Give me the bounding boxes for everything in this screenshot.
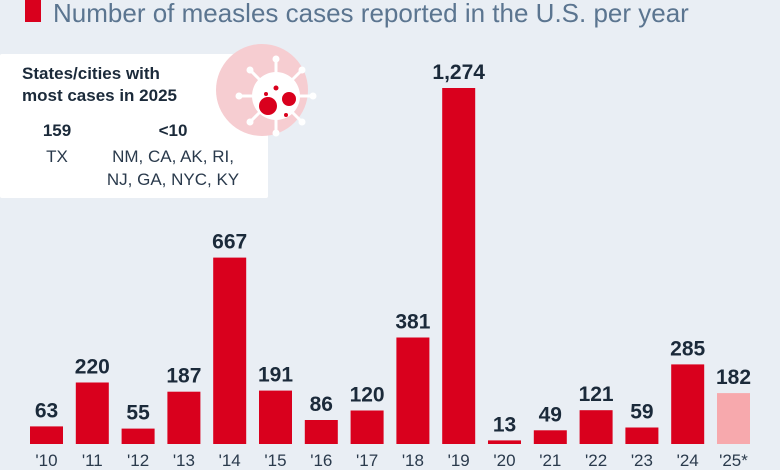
x-tick-label-9: '19 bbox=[448, 451, 470, 470]
x-tick-label-0: '10 bbox=[35, 451, 57, 470]
x-tick-label-14: '24 bbox=[677, 451, 699, 470]
value-label-1: 220 bbox=[75, 356, 110, 379]
value-label-8: 381 bbox=[395, 311, 430, 334]
x-tick-label-4: '14 bbox=[219, 451, 241, 470]
x-tick-label-11: '21 bbox=[539, 451, 561, 470]
info-box-col1-value: 159 bbox=[43, 121, 71, 140]
bar-4 bbox=[213, 257, 247, 444]
bar-7 bbox=[350, 410, 384, 444]
bar-8 bbox=[396, 337, 430, 444]
legend: Number of measles cases reported in the … bbox=[25, 0, 689, 28]
bar-14 bbox=[671, 364, 705, 444]
value-label-2: 55 bbox=[126, 402, 150, 425]
info-box-col1-label: TX bbox=[46, 147, 68, 166]
bars bbox=[30, 88, 750, 444]
value-label-5: 191 bbox=[258, 364, 293, 387]
bar-13 bbox=[625, 427, 659, 444]
x-tick-label-7: '17 bbox=[356, 451, 378, 470]
x-tick-label-15: '25* bbox=[719, 451, 748, 470]
bar-12 bbox=[579, 410, 613, 444]
info-box-col2-label-line2: NJ, GA, NYC, KY bbox=[107, 170, 239, 189]
value-label-13: 59 bbox=[630, 401, 653, 424]
x-tick-label-8: '18 bbox=[402, 451, 424, 470]
info-box-col2-label-line1: NM, CA, AK, RI, bbox=[112, 147, 234, 166]
x-tick-label-13: '23 bbox=[631, 451, 653, 470]
legend-label: Number of measles cases reported in the … bbox=[53, 0, 689, 28]
value-label-14: 285 bbox=[670, 337, 705, 360]
value-label-9: 1,274 bbox=[432, 61, 485, 84]
bar-6 bbox=[304, 420, 338, 444]
value-label-0: 63 bbox=[35, 399, 58, 422]
bar-15 bbox=[717, 393, 750, 444]
x-tick-label-1: '11 bbox=[82, 451, 103, 470]
value-label-10: 13 bbox=[493, 413, 516, 436]
bar-11 bbox=[533, 430, 567, 444]
info-box-title-line2: most cases in 2025 bbox=[22, 86, 177, 105]
bar-10 bbox=[488, 440, 521, 444]
info-box-col2-value: <10 bbox=[159, 121, 188, 140]
x-tick-label-10: '20 bbox=[493, 451, 515, 470]
x-axis-tick-labels: '10 '11 '12 '13 '14 '15 '16 '17 '18 '19 '20 '21 '22 '… bbox=[35, 451, 748, 470]
virus-icon bbox=[216, 44, 317, 137]
value-label-15: 182 bbox=[716, 366, 751, 389]
bar-3 bbox=[167, 391, 201, 444]
legend-swatch bbox=[25, 0, 41, 22]
x-tick-label-5: '15 bbox=[264, 451, 286, 470]
value-label-12: 121 bbox=[579, 383, 614, 406]
bar-9 bbox=[442, 88, 476, 444]
info-box-panel bbox=[0, 54, 268, 198]
info-box-title-line1: States/cities with bbox=[22, 64, 160, 83]
value-label-11: 49 bbox=[539, 403, 562, 426]
info-box: States/cities with most cases in 2025 15… bbox=[0, 54, 268, 198]
value-label-7: 120 bbox=[350, 384, 385, 407]
value-labels: 63 220 55 187 667 191 86 120 381 1,274 13 49 121 59 28… bbox=[35, 61, 751, 436]
bar-0 bbox=[30, 426, 63, 444]
bar-5 bbox=[259, 390, 292, 444]
value-label-6: 86 bbox=[310, 393, 333, 416]
x-tick-label-3: '13 bbox=[173, 451, 195, 470]
x-tick-label-2: '12 bbox=[127, 451, 149, 470]
value-label-3: 187 bbox=[166, 365, 201, 388]
bar-2 bbox=[121, 428, 155, 444]
value-label-4: 667 bbox=[212, 231, 247, 254]
bar-1 bbox=[75, 382, 109, 444]
x-tick-label-12: '22 bbox=[585, 451, 607, 470]
x-tick-label-6: '16 bbox=[310, 451, 332, 470]
